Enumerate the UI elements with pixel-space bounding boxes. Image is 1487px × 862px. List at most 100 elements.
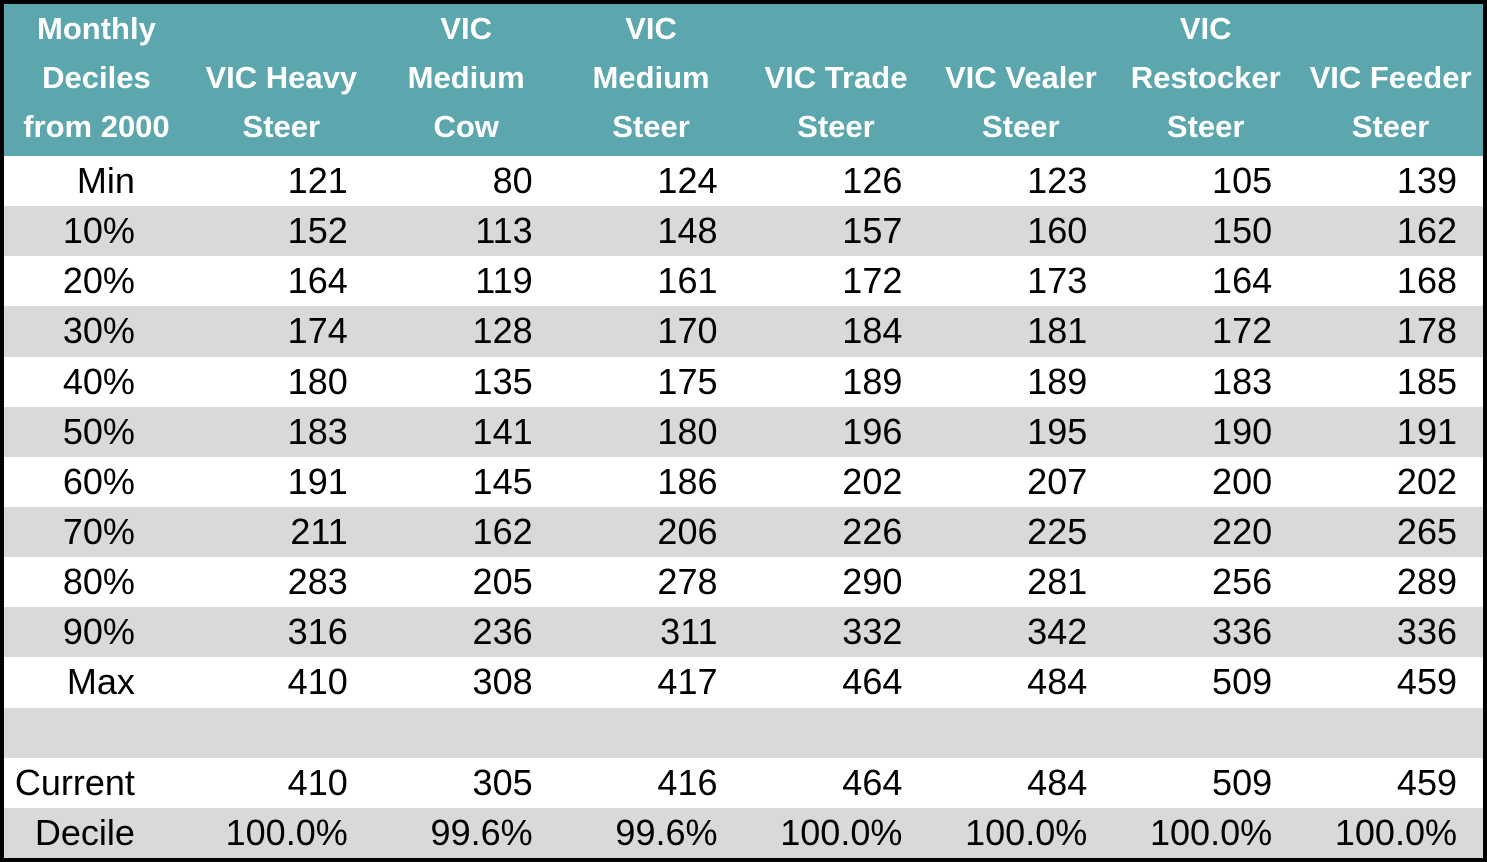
value-cell: 181 <box>1027 310 1088 352</box>
value-cell: 161 <box>657 260 718 302</box>
value-cell: 305 <box>472 761 533 803</box>
column-header-monthly-deciles-from-2000: Monthly Deciles from 2000 <box>23 11 170 144</box>
value-cell: 139 <box>1396 160 1457 202</box>
row-label: 80% <box>62 561 135 603</box>
value-cell: 278 <box>657 561 718 603</box>
value-cell: 80 <box>492 160 533 202</box>
value-cell: 459 <box>1396 761 1457 803</box>
value-cell: 172 <box>1212 310 1273 352</box>
value-cell <box>189 708 374 758</box>
value-cell: 191 <box>1396 410 1457 452</box>
value-cell: 316 <box>287 611 348 653</box>
value-cell: 342 <box>1027 611 1088 653</box>
value-cell: 148 <box>657 210 718 252</box>
value-cell: 190 <box>1212 410 1273 452</box>
value-cell: 162 <box>1396 210 1457 252</box>
table-row-10: 10% 152 113 148 157 160 150 162 <box>4 206 1483 257</box>
column-header-vic-medium-steer: VIC Medium Steer <box>592 11 710 144</box>
value-cell: 100.0% <box>225 811 348 853</box>
table-row-50: 50% 183 141 180 196 195 190 191 <box>4 406 1483 457</box>
table-body: Min 121 80 124 126 123 105 139 10% 152 113 148 157 16… <box>4 156 1483 858</box>
value-cell: 170 <box>657 310 718 352</box>
table-row-min: Min 121 80 124 126 123 105 139 <box>4 156 1483 207</box>
value-cell: 184 <box>842 310 903 352</box>
row-label: Min <box>76 160 135 202</box>
value-cell: 311 <box>660 611 718 653</box>
value-cell: 225 <box>1027 511 1088 553</box>
value-cell: 336 <box>1396 611 1457 653</box>
value-cell <box>744 708 929 758</box>
column-header-vic-restocker-steer: VIC Restocker Steer <box>1130 11 1281 144</box>
column-header-vic-medium-cow: VIC Medium Cow <box>407 11 525 144</box>
value-cell: 281 <box>1027 561 1088 603</box>
value-cell: 410 <box>287 761 348 803</box>
value-cell: 145 <box>472 460 533 502</box>
value-cell: 183 <box>287 410 348 452</box>
value-cell: 100.0% <box>965 811 1088 853</box>
table-row-current: Current 410 305 416 464 484 509 459 <box>4 757 1483 808</box>
value-cell <box>1298 708 1483 758</box>
row-label: 20% <box>62 260 135 302</box>
value-cell: 509 <box>1212 761 1273 803</box>
value-cell: 164 <box>1212 260 1273 302</box>
value-cell: 157 <box>842 210 903 252</box>
value-cell: 484 <box>1027 661 1088 703</box>
value-cell: 416 <box>657 761 718 803</box>
table-row-20: 20% 164 119 161 172 173 164 168 <box>4 256 1483 307</box>
value-cell: 283 <box>287 561 348 603</box>
table-row-70: 70% 211 162 206 226 225 220 265 <box>4 506 1483 558</box>
value-cell: 135 <box>472 360 533 402</box>
value-cell: 178 <box>1396 310 1457 352</box>
row-label: 50% <box>62 410 135 452</box>
value-cell: 202 <box>1396 460 1457 502</box>
value-cell: 100.0% <box>1334 811 1457 853</box>
value-cell: 189 <box>842 360 903 402</box>
value-cell: 162 <box>472 511 533 553</box>
value-cell: 484 <box>1027 761 1088 803</box>
value-cell: 308 <box>472 661 533 703</box>
value-cell: 183 <box>1212 360 1273 402</box>
value-cell: 200 <box>1212 460 1273 502</box>
value-cell: 173 <box>1027 260 1088 302</box>
value-cell: 509 <box>1212 661 1273 703</box>
row-label: 70% <box>62 511 135 553</box>
value-cell: 202 <box>842 460 903 502</box>
value-cell: 191 <box>287 460 348 502</box>
row-label: Decile <box>34 811 135 853</box>
value-cell <box>1113 708 1298 758</box>
value-cell: 160 <box>1027 210 1088 252</box>
value-cell: 205 <box>472 561 533 603</box>
value-cell: 290 <box>842 561 903 603</box>
row-label: 40% <box>62 360 135 402</box>
value-cell: 172 <box>842 260 903 302</box>
value-cell: 186 <box>657 460 718 502</box>
value-cell <box>928 708 1113 758</box>
value-cell: 265 <box>1396 511 1457 553</box>
value-cell: 105 <box>1212 160 1273 202</box>
value-cell: 99.6% <box>615 811 718 853</box>
value-cell: 180 <box>657 410 718 452</box>
row-label: 30% <box>62 310 135 352</box>
row-label: 90% <box>62 611 135 653</box>
value-cell: 459 <box>1396 661 1457 703</box>
row-label: 60% <box>62 460 135 502</box>
value-cell: 336 <box>1212 611 1273 653</box>
row-label <box>4 708 189 758</box>
value-cell: 99.6% <box>430 811 533 853</box>
table-row-30: 30% 174 128 170 184 181 172 178 <box>4 306 1483 357</box>
value-cell: 100.0% <box>1150 811 1273 853</box>
value-cell: 113 <box>475 210 533 252</box>
value-cell: 464 <box>842 761 903 803</box>
value-cell: 196 <box>842 410 903 452</box>
value-cell: 417 <box>657 661 718 703</box>
row-label: Max <box>66 661 135 703</box>
table-row-40: 40% 180 135 175 189 189 183 185 <box>4 356 1483 407</box>
value-cell: 206 <box>657 511 718 553</box>
table-row-80: 80% 283 205 278 290 281 256 289 <box>4 557 1483 608</box>
value-cell: 211 <box>290 511 348 553</box>
table-row-decile: Decile 100.0% 99.6% 99.6% 100.0% 100.0% 100.0%… <box>4 807 1483 858</box>
value-cell <box>559 708 744 758</box>
value-cell: 410 <box>287 661 348 703</box>
value-cell: 121 <box>287 160 348 202</box>
